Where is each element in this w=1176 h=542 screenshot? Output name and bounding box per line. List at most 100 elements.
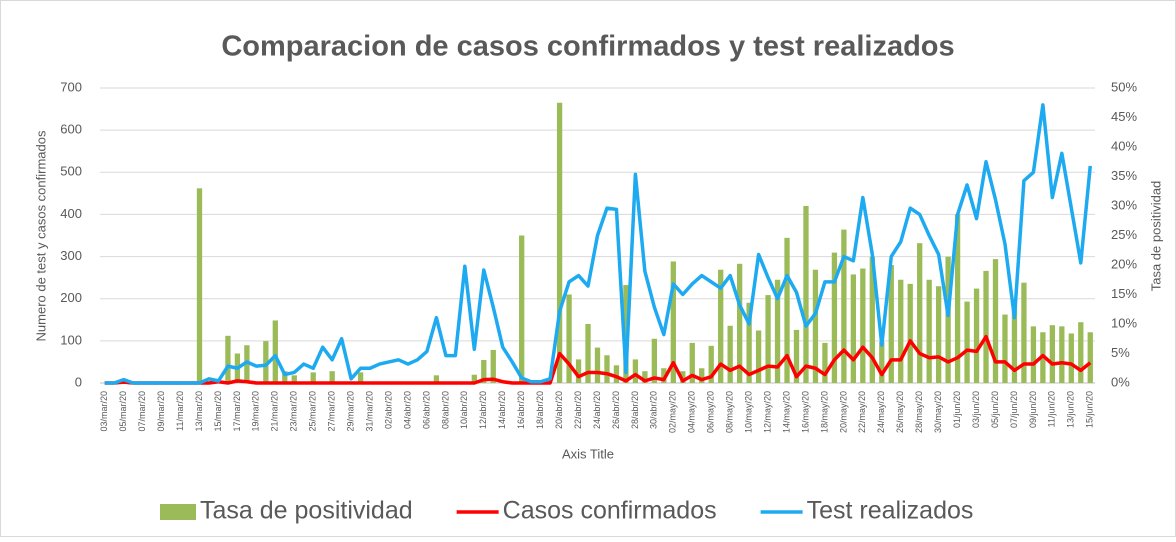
- bar: [632, 359, 639, 383]
- bar: [291, 375, 297, 383]
- legend-swatch: [160, 504, 196, 520]
- legend-label: Test realizados: [807, 497, 974, 525]
- bar: [765, 295, 771, 383]
- x-tick-label: 12/may/20: [762, 391, 772, 433]
- x-tick-label: 14/abr/20: [497, 391, 507, 429]
- bar: [661, 368, 667, 383]
- x-tick-label: 16/may/20: [800, 391, 810, 433]
- x-tick-label: 02/may/20: [668, 391, 678, 433]
- bar: [1011, 299, 1018, 383]
- x-tick-label: 18/abr/20: [535, 391, 545, 429]
- bar: [907, 283, 913, 383]
- bar: [850, 274, 857, 383]
- bar: [793, 329, 800, 383]
- x-tick-label: 26/may/20: [895, 391, 905, 433]
- x-tick-label: 12/abr/20: [478, 391, 488, 429]
- bar: [566, 294, 572, 383]
- bar: [1049, 325, 1056, 383]
- x-tick-label: 04/may/20: [687, 391, 697, 433]
- bar: [196, 188, 203, 383]
- bar: [272, 320, 278, 383]
- bar: [623, 285, 629, 383]
- bar: [831, 252, 838, 383]
- bar: [1078, 322, 1084, 383]
- line: [104, 334, 1092, 385]
- bar: [869, 256, 875, 383]
- x-tick-label: 07/mar/20: [137, 391, 147, 432]
- x-tick-label: 10/may/20: [743, 391, 753, 433]
- x-tick-label: 28/abr/20: [630, 391, 640, 429]
- x-tick-label: 18/may/20: [819, 391, 829, 433]
- x-tick-label: 14/may/20: [781, 391, 791, 433]
- bar: [699, 368, 705, 383]
- bar: [841, 229, 847, 383]
- x-tick-label: 20/may/20: [838, 391, 848, 433]
- x-tick-label: 07/jun/20: [1009, 391, 1019, 428]
- chart-title: Comparacion de casos confirmados y test …: [221, 31, 954, 63]
- bar: [604, 355, 610, 383]
- x-tick-label: 16/abr/20: [516, 391, 526, 429]
- y2-tick-label: 20%: [1111, 256, 1137, 271]
- bar: [860, 268, 866, 383]
- bar: [935, 286, 942, 383]
- x-tick-label: 30/may/20: [933, 391, 943, 433]
- x-tick-label: 30/abr/20: [649, 391, 659, 429]
- bar: [888, 265, 894, 383]
- bar: [1059, 326, 1065, 383]
- bar: [1002, 314, 1008, 383]
- bar: [983, 270, 989, 383]
- bar: [964, 301, 970, 383]
- x-tick-label: 25/mar/20: [308, 391, 318, 432]
- x-tick-label: 21/mar/20: [270, 391, 280, 432]
- bar: [898, 279, 904, 383]
- y-tick-label: 300: [60, 248, 82, 263]
- bar: [282, 371, 288, 383]
- x-tick-label: 20/abr/20: [554, 391, 564, 429]
- bar: [822, 342, 828, 383]
- bar: [774, 279, 781, 383]
- bar: [585, 324, 591, 383]
- bar: [718, 269, 724, 383]
- y2-tick-label: 40%: [1111, 138, 1137, 153]
- bar: [926, 279, 932, 383]
- bar: [481, 359, 487, 383]
- y-axis-title: Numero de test y casos confirmados: [33, 130, 48, 341]
- bar: [755, 330, 762, 383]
- bar: [708, 345, 714, 383]
- y2-tick-label: 0%: [1111, 374, 1130, 389]
- bar: [471, 374, 477, 383]
- bar: [1030, 326, 1037, 383]
- y-tick-label: 500: [60, 164, 82, 179]
- x-tick-label: 08/abr/20: [440, 391, 450, 429]
- bar: [490, 349, 496, 383]
- bar: [746, 302, 752, 383]
- bar: [225, 335, 231, 383]
- x-tick-label: 01/jun/20: [952, 391, 962, 428]
- bar: [954, 214, 961, 383]
- bar: [1068, 333, 1074, 383]
- x-tick-label: 22/abr/20: [573, 391, 583, 429]
- bar: [642, 371, 648, 383]
- y2-axis-title: Tasa de positividad: [1148, 181, 1163, 292]
- bar: [556, 102, 563, 383]
- bar: [329, 371, 335, 383]
- x-tick-label: 05/jun/20: [990, 391, 1000, 428]
- bar: [945, 256, 951, 383]
- x-tick-label: 05/mar/20: [118, 391, 128, 432]
- bar: [651, 338, 658, 383]
- y2-tick-label: 35%: [1111, 168, 1137, 183]
- x-tick-label: 27/mar/20: [327, 391, 337, 432]
- x-tick-label: 03/mar/20: [99, 391, 109, 432]
- x-tick-label: 15/jun/20: [1085, 391, 1095, 428]
- bar: [680, 371, 686, 383]
- x-tick-label: 06/may/20: [706, 391, 716, 433]
- bar: [689, 342, 695, 383]
- y2-tick-label: 10%: [1111, 315, 1137, 330]
- y-tick-label: 200: [60, 290, 82, 305]
- y2-tick-label: 45%: [1111, 109, 1137, 124]
- bar: [727, 325, 733, 383]
- bar: [519, 235, 525, 383]
- x-tick-label: 09/jun/20: [1028, 391, 1038, 428]
